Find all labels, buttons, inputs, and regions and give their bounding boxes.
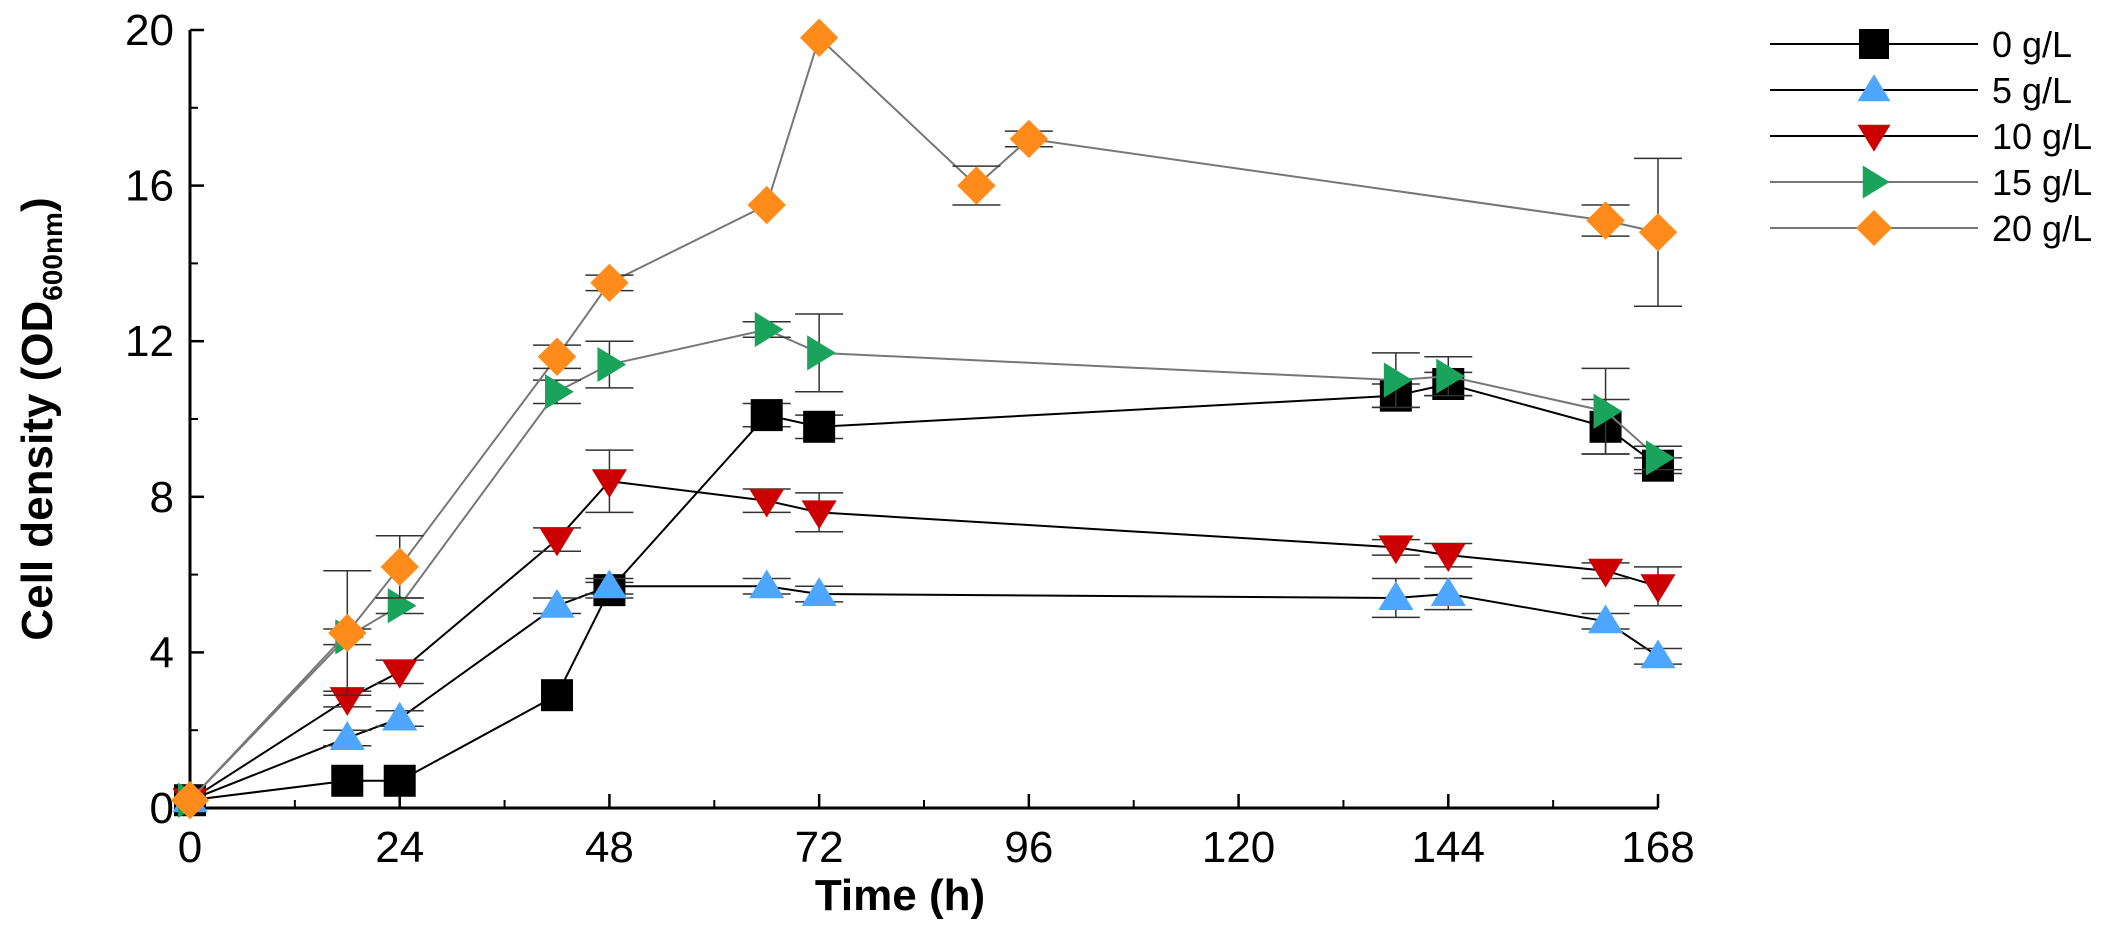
data-point-15gl bbox=[1383, 362, 1413, 398]
data-point-10gl bbox=[1587, 558, 1624, 588]
data-point-10gl bbox=[801, 500, 837, 530]
data-point-5gl bbox=[801, 577, 837, 607]
y-axis-title-close: ) bbox=[13, 197, 62, 212]
series-15gl bbox=[178, 311, 1682, 818]
legend: 0 g/L 5 g/L 10 g/L 15 g/L 20 g/L bbox=[1770, 24, 2092, 249]
data-point-0gl bbox=[383, 764, 416, 797]
legend-marker-0gl bbox=[1859, 29, 1889, 59]
y-tick-label: 16 bbox=[125, 162, 174, 211]
x-tick-label: 48 bbox=[585, 823, 634, 872]
data-point-5gl bbox=[1587, 604, 1624, 634]
data-point-0gl bbox=[750, 399, 783, 432]
data-point-20gl bbox=[1638, 213, 1678, 252]
y-tick-label: 0 bbox=[150, 784, 174, 833]
y-axis-title: Cell density (OD600nm) bbox=[13, 197, 68, 640]
data-point-10gl bbox=[1430, 543, 1466, 572]
y-axis-title-main: Cell density (OD bbox=[13, 301, 62, 641]
data-point-15gl bbox=[1593, 393, 1623, 429]
data-point-10gl bbox=[382, 659, 418, 689]
x-tick-label: 24 bbox=[375, 823, 424, 872]
data-point-20gl bbox=[1586, 201, 1625, 240]
x-tick-label: 0 bbox=[178, 823, 202, 872]
series-5gl bbox=[172, 569, 1682, 813]
legend-marker-5gl bbox=[1857, 74, 1891, 102]
data-point-5gl bbox=[1430, 577, 1466, 607]
data-point-20gl bbox=[799, 18, 839, 57]
legend-item-10gl: 10 g/L bbox=[1770, 116, 2092, 157]
data-point-0gl bbox=[803, 410, 836, 443]
series-group bbox=[170, 18, 1682, 820]
series-10gl bbox=[172, 449, 1682, 818]
legend-marker-10gl bbox=[1857, 124, 1891, 152]
data-point-0gl bbox=[331, 764, 364, 797]
y-axis-title-sub: 600nm bbox=[37, 212, 68, 301]
y-tick-label: 4 bbox=[150, 628, 174, 677]
legend-marker-20gl bbox=[1856, 210, 1892, 246]
y-tick-label: 12 bbox=[125, 317, 174, 366]
x-tick-label: 96 bbox=[1004, 823, 1053, 872]
data-point-20gl bbox=[957, 166, 996, 205]
legend-label: 20 g/L bbox=[1992, 208, 2092, 249]
data-point-5gl bbox=[329, 721, 365, 750]
data-point-10gl bbox=[591, 469, 628, 499]
data-point-20gl bbox=[328, 613, 367, 653]
x-axis-title: Time (h) bbox=[815, 871, 985, 920]
y-tick-label: 20 bbox=[125, 6, 174, 55]
data-point-10gl bbox=[1640, 574, 1676, 604]
series-line-20gl bbox=[189, 35, 1659, 801]
data-point-10gl bbox=[329, 687, 365, 716]
legend-item-5gl: 5 g/L bbox=[1770, 70, 2072, 111]
series-line-10gl bbox=[189, 480, 1659, 802]
data-point-15gl bbox=[1646, 440, 1675, 476]
x-tick-label: 168 bbox=[1621, 823, 1694, 872]
data-point-15gl bbox=[545, 374, 574, 410]
legend-marker-15gl bbox=[1862, 165, 1890, 199]
series-20gl bbox=[170, 18, 1682, 820]
data-point-15gl bbox=[597, 346, 627, 383]
data-point-20gl bbox=[590, 263, 629, 303]
legend-label: 0 g/L bbox=[1992, 24, 2072, 65]
data-point-20gl bbox=[170, 781, 210, 820]
data-point-5gl bbox=[749, 569, 785, 599]
data-point-10gl bbox=[1378, 535, 1414, 565]
data-point-5gl bbox=[1378, 581, 1414, 610]
data-point-15gl bbox=[387, 588, 417, 624]
legend-item-20gl: 20 g/L bbox=[1770, 208, 2092, 249]
x-tick-label: 144 bbox=[1412, 823, 1485, 872]
legend-label: 15 g/L bbox=[1992, 162, 2092, 203]
data-point-15gl bbox=[1436, 358, 1466, 394]
legend-label: 5 g/L bbox=[1992, 70, 2072, 111]
x-tick-label: 72 bbox=[795, 823, 844, 872]
legend-item-0gl: 0 g/L bbox=[1770, 24, 2072, 65]
data-point-20gl bbox=[1009, 119, 1049, 159]
data-point-10gl bbox=[539, 527, 575, 557]
legend-label: 10 g/L bbox=[1992, 116, 2092, 157]
x-tick-label: 120 bbox=[1202, 823, 1275, 872]
legend-item-15gl: 15 g/L bbox=[1770, 162, 2092, 203]
data-point-0gl bbox=[541, 679, 573, 712]
data-point-15gl bbox=[807, 335, 836, 371]
axes bbox=[188, 30, 1658, 810]
data-point-20gl bbox=[537, 337, 577, 376]
data-point-5gl bbox=[591, 569, 628, 599]
data-point-5gl bbox=[1640, 639, 1676, 669]
data-point-5gl bbox=[539, 588, 575, 618]
data-point-20gl bbox=[380, 547, 419, 587]
data-point-5gl bbox=[382, 701, 418, 731]
data-point-20gl bbox=[747, 185, 786, 225]
data-point-10gl bbox=[749, 488, 785, 518]
data-point-15gl bbox=[754, 311, 784, 348]
y-tick-label: 8 bbox=[150, 473, 174, 522]
